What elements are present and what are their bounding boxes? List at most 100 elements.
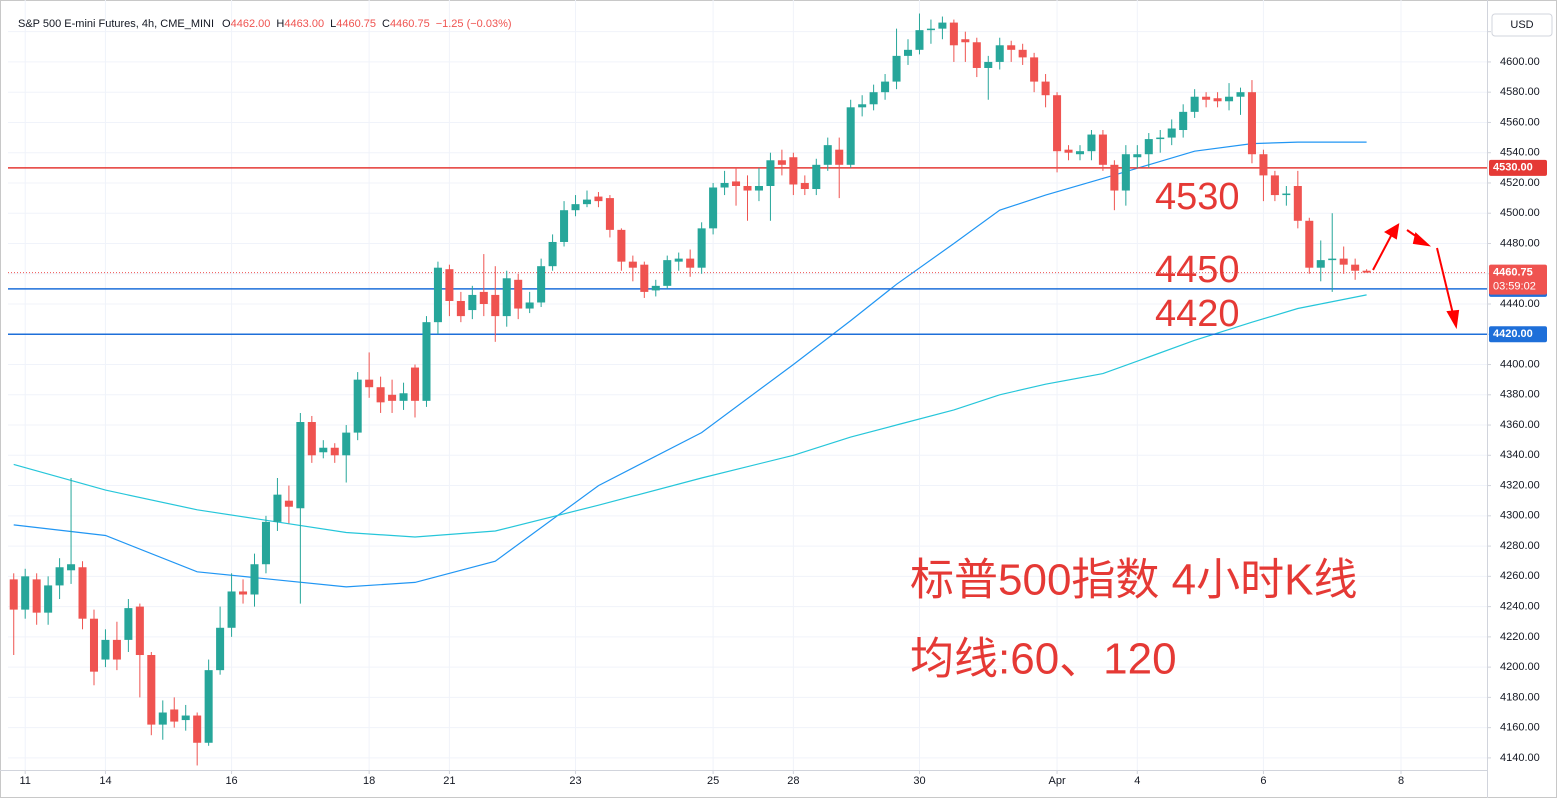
ohlc-key: O	[222, 18, 231, 30]
x-tick-label: 4	[1134, 775, 1140, 787]
candle-body	[491, 294, 500, 317]
candle-body	[858, 104, 867, 108]
candle-body	[720, 182, 729, 188]
candle-body	[628, 261, 637, 268]
price-label-box	[1489, 326, 1547, 343]
candle-body	[789, 157, 798, 185]
candle-body	[869, 92, 878, 105]
candle-body	[1225, 96, 1234, 102]
candle-body	[961, 39, 970, 43]
candle-body	[548, 241, 557, 267]
candle-body	[147, 655, 156, 725]
moving-average	[13, 294, 1367, 538]
candle-body	[582, 199, 592, 205]
candle-body	[342, 432, 351, 456]
candle-body	[1064, 149, 1073, 153]
candle-body	[514, 279, 523, 309]
candle-body	[1007, 45, 1016, 50]
x-tick-label: 11	[19, 775, 30, 787]
candle-body	[32, 579, 41, 613]
candle-body	[835, 149, 844, 165]
candle-body	[21, 576, 30, 610]
x-tick-label: 16	[225, 775, 237, 787]
axes: 4140.00 4160.00 4180.00 4200.00 4220.00 4240.…	[19, 26, 1547, 787]
ohlc-value: 4460.75	[336, 18, 376, 30]
candle-body	[67, 564, 76, 571]
x-tick-label: 23	[569, 775, 581, 787]
candle-body	[261, 521, 270, 565]
x-tick-label: 8	[1398, 775, 1404, 787]
candle-body	[422, 322, 431, 401]
candle-body	[1018, 49, 1027, 58]
candle-body	[1075, 151, 1085, 155]
candle-body	[227, 591, 236, 628]
candle-body	[1259, 154, 1268, 176]
candle-body	[995, 45, 1004, 62]
y-tick-label: 4600.00	[1500, 56, 1540, 68]
candle-body	[800, 182, 809, 190]
candle-body	[594, 196, 603, 202]
y-tick-label: 4360.00	[1500, 419, 1540, 431]
x-tick-label: 18	[363, 775, 375, 787]
candle-body	[388, 394, 397, 401]
candle-body	[1087, 134, 1096, 152]
y-tick-label: 4140.00	[1500, 752, 1540, 764]
y-tick-label: 4540.00	[1500, 147, 1540, 159]
y-tick-label: 4160.00	[1500, 722, 1540, 734]
x-tick-label: 30	[913, 775, 925, 787]
countdown: 03:59:02	[1493, 281, 1536, 293]
candle-body	[915, 30, 924, 50]
candle-body	[743, 185, 752, 191]
candle-body	[1156, 137, 1165, 140]
currency-box[interactable]	[1491, 13, 1553, 37]
candle-body	[605, 198, 614, 230]
candle-body	[1282, 193, 1291, 196]
annotation: 标普500指数 4小时K线	[910, 556, 1357, 605]
annotation: 4530	[1155, 176, 1240, 218]
candle-body	[1179, 111, 1188, 131]
ohlc-value: 4460.75	[390, 18, 430, 30]
candle-body	[846, 107, 855, 165]
header: S&P 500 E-mini Futures, 4h, CME_MINI O 44…	[18, 18, 512, 30]
ohlc-key: L	[330, 18, 336, 30]
y-tick-label: 4220.00	[1500, 631, 1540, 643]
candle-body	[330, 447, 339, 456]
candle-body	[1247, 92, 1256, 155]
candle-body	[1030, 57, 1039, 82]
y-tick-label: 4240.00	[1500, 601, 1540, 613]
annotation: 4450	[1155, 249, 1240, 291]
candle-body	[1121, 154, 1130, 191]
x-tick-label: 21	[443, 775, 455, 787]
candle-body	[560, 210, 569, 242]
candle-body	[812, 164, 821, 190]
moving-average	[13, 141, 1367, 588]
candle-body	[984, 61, 993, 68]
y-tick-label: 4380.00	[1500, 389, 1540, 401]
y-tick-label: 4280.00	[1500, 540, 1540, 552]
y-tick-label: 4340.00	[1500, 449, 1540, 461]
last-price-box	[1489, 264, 1547, 295]
y-tick-label: 4300.00	[1500, 510, 1540, 522]
x-tick-label: Apr	[1048, 775, 1065, 787]
candle-body	[754, 185, 763, 191]
y-tick-label: 4520.00	[1500, 177, 1540, 189]
candle-body	[777, 160, 786, 165]
candle-body	[732, 181, 741, 186]
y-tick-label: 4260.00	[1500, 570, 1540, 582]
price-label: 4530.00	[1493, 162, 1533, 174]
candle-body	[307, 422, 316, 456]
candle-body	[972, 42, 981, 68]
candle-body	[686, 258, 695, 268]
candle-body	[537, 266, 546, 303]
candle-body	[938, 22, 947, 29]
candle-body	[1202, 96, 1211, 100]
y-tick-label: 4580.00	[1500, 86, 1540, 98]
symbol: S&P 500 E-mini Futures, 4h, CME_MINI	[18, 18, 214, 30]
candle-body	[674, 258, 683, 262]
x-tick-label: 6	[1260, 775, 1266, 787]
candle-body	[1351, 264, 1360, 271]
candle-body	[1362, 270, 1371, 273]
plot	[8, 13, 1487, 766]
candle-body	[273, 494, 282, 522]
